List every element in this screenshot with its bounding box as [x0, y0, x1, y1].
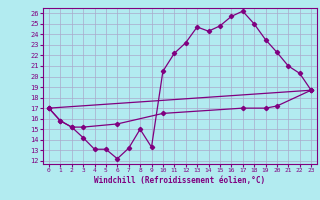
X-axis label: Windchill (Refroidissement éolien,°C): Windchill (Refroidissement éolien,°C) — [94, 176, 266, 185]
